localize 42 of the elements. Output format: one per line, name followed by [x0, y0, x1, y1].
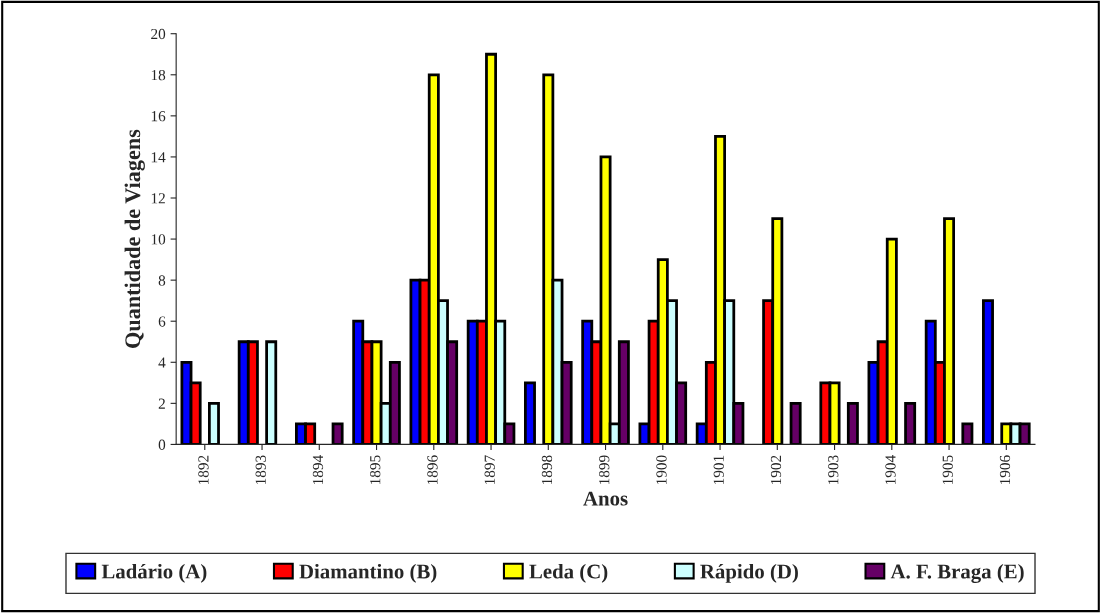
- y-tick-label: 4: [158, 357, 166, 368]
- bar: [982, 299, 994, 445]
- x-tick-label: 1905: [942, 455, 953, 485]
- bar: [207, 401, 220, 445]
- y-tick-label: 8: [158, 275, 166, 286]
- bar: [904, 401, 917, 445]
- bar: [331, 422, 344, 445]
- x-tick-label: 1895: [370, 455, 381, 485]
- y-tick-label: 12: [151, 193, 165, 204]
- bar: [961, 422, 974, 445]
- legend-label: Diamantino (B): [299, 563, 437, 583]
- x-tick-label: 1906: [999, 455, 1011, 485]
- x-tick-label: 1902: [770, 455, 782, 485]
- bar: [846, 401, 859, 445]
- x-tick-label: 1899: [599, 455, 610, 485]
- x-tick-label: 1893: [255, 455, 266, 485]
- legend-label: A. F. Braga (E): [890, 563, 1024, 583]
- y-tick-label: 14: [151, 152, 166, 163]
- y-tick-label: 6: [158, 316, 166, 327]
- legend-label: Leda (C): [529, 563, 608, 583]
- x-tick-label: 1897: [484, 455, 495, 485]
- y-axis-title: Quantidade de Viagens: [124, 129, 145, 348]
- y-tick-label: 18: [151, 69, 166, 81]
- bar: [524, 381, 536, 445]
- x-tick-label: 1901: [713, 455, 724, 485]
- y-tick-label: 10: [151, 234, 166, 245]
- x-tick-label: 1900: [656, 455, 667, 485]
- legend-label: Rápido (D): [700, 563, 798, 583]
- x-tick-label: 1903: [828, 455, 839, 485]
- x-tick-label: 1898: [541, 455, 553, 485]
- x-axis-title: Anos: [583, 491, 628, 506]
- x-tick-label: 1904: [885, 455, 896, 485]
- x-tick-label: 1894: [312, 455, 324, 485]
- x-tick-label: 1892: [198, 455, 209, 485]
- y-tick-label: 0: [158, 439, 166, 450]
- bar: [789, 401, 802, 445]
- y-tick-label: 16: [151, 111, 166, 122]
- y-tick-label: 2: [158, 398, 165, 409]
- x-tick-label: 1896: [427, 455, 438, 485]
- y-tick-label: 20: [151, 28, 166, 40]
- legend-label: Ladário (A): [101, 563, 207, 583]
- bar: [265, 340, 278, 445]
